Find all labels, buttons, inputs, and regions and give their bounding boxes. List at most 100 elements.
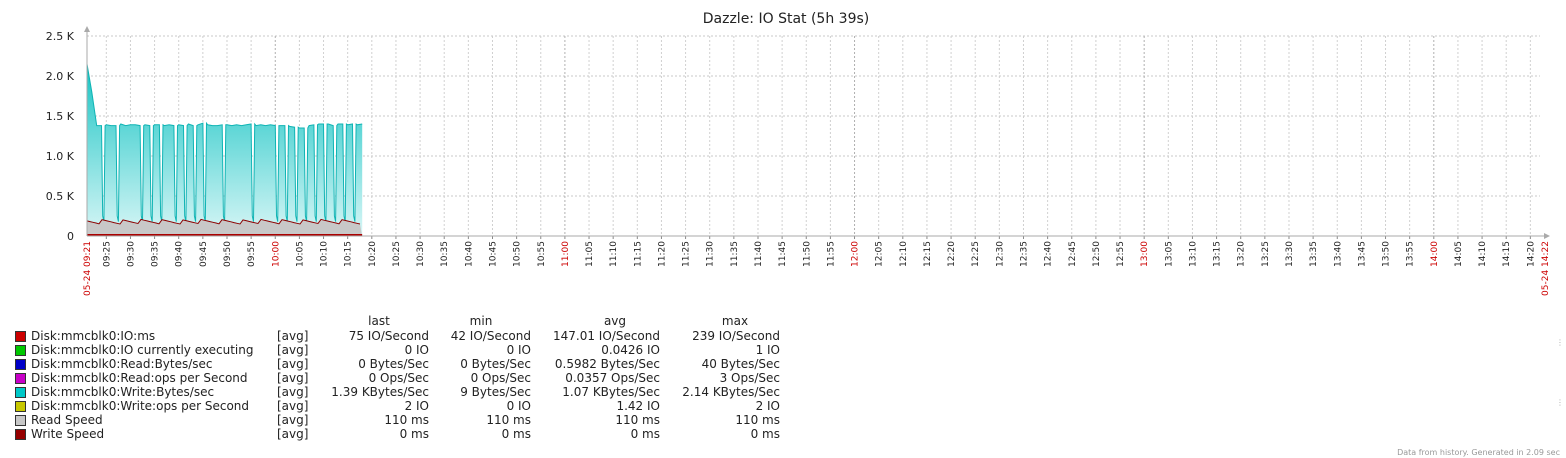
legend-item-avg: 110 ms (615, 413, 660, 427)
x-tick-label: 14:05 (1454, 241, 1464, 267)
x-start-label: 05-24 09:21 (83, 241, 93, 296)
legend-item-last: 1.39 KBytes/Sec (331, 385, 429, 399)
legend-item-avg: 0.0426 IO (601, 343, 660, 357)
x-tick-label: 12:40 (1044, 241, 1054, 267)
x-tick-label: 12:50 (1092, 241, 1102, 267)
x-tick-label: 09:40 (175, 241, 185, 267)
legend-swatch (15, 429, 26, 440)
x-end-label: 05-24 14:22 (1541, 241, 1551, 296)
x-tick-label: 10:55 (537, 241, 547, 267)
legend-item-avg: 1.07 KBytes/Sec (562, 385, 660, 399)
x-tick-label: 09:50 (223, 241, 233, 267)
series-read-speed-area (87, 219, 363, 236)
x-tick-label: 10:25 (392, 241, 402, 267)
x-tick-label: 09:25 (102, 241, 112, 267)
axes (84, 26, 1550, 239)
legend-item-max: 239 IO/Second (692, 329, 780, 343)
series-io-ms-line (86, 218, 361, 225)
x-tick-label: 10:45 (488, 241, 498, 267)
legend-item-max: 3 Ops/Sec (719, 371, 780, 385)
x-tick-label: 13:05 (1164, 241, 1174, 267)
legend-swatch (15, 331, 26, 342)
legend-item-name: Disk:mmcblk0:Write:ops per Second (31, 399, 250, 413)
x-tick-label: 12:00 (851, 241, 861, 267)
legend-item-last: 75 IO/Second (348, 329, 429, 343)
legend-item-func: [avg] (277, 329, 309, 343)
legend-item-min: 0 IO (506, 343, 531, 357)
legend-item-last: 0 IO (404, 343, 429, 357)
x-tick-label: 11:10 (609, 241, 619, 267)
x-tick-label: 13:30 (1285, 241, 1295, 267)
legend-header-max: max (721, 314, 749, 328)
x-tick-label: 12:45 (1068, 241, 1078, 267)
series-write-bytes-area (87, 64, 363, 236)
legend-item-min: 0 Ops/Sec (470, 371, 531, 385)
x-tick-label: 13:50 (1382, 241, 1392, 267)
legend-item-min: 0 IO (506, 399, 531, 413)
legend-swatch (15, 345, 26, 356)
legend-item-last: 0 Ops/Sec (368, 371, 429, 385)
x-tick-label: 10:15 (344, 241, 354, 267)
x-tick-label: 11:05 (585, 241, 595, 267)
x-tick-label: 10:20 (368, 241, 378, 267)
x-tick-label: 12:25 (971, 241, 981, 267)
x-tick-label: 14:10 (1478, 241, 1488, 267)
y-axis-arrow (84, 26, 90, 32)
chart-title: Dazzle: IO Stat (5h 39s) (703, 11, 869, 27)
legend-item-max: 0 ms (750, 427, 780, 441)
x-tick-label: 14:15 (1502, 241, 1512, 267)
legend-header-avg: avg (603, 314, 627, 328)
x-tick-label: 12:30 (995, 241, 1005, 267)
legend-header-min: min (469, 314, 493, 328)
x-tick-label: 13:35 (1309, 241, 1319, 267)
x-tick-label: 11:15 (633, 241, 643, 267)
legend-item-func: [avg] (277, 427, 309, 441)
legend-swatch (15, 373, 26, 384)
legend-item-last: 0 ms (399, 427, 429, 441)
legend-item-avg: 0.0357 Ops/Sec (565, 371, 660, 385)
legend-swatch (15, 387, 26, 398)
legend-item-last: 110 ms (384, 413, 429, 427)
legend-item-max: 2.14 KBytes/Sec (682, 385, 780, 399)
legend-item-max: 2 IO (755, 399, 780, 413)
x-tick-label: 11:40 (754, 241, 764, 267)
legend-item-name: Read Speed (31, 413, 103, 427)
x-tick-label: 11:50 (802, 241, 812, 267)
legend-item-name: Disk:mmcblk0:Read:Bytes/sec (31, 357, 213, 371)
x-tick-label: 12:15 (923, 241, 933, 267)
legend-item-avg: 1.42 IO (616, 399, 660, 413)
x-tick-label: 12:10 (899, 241, 909, 267)
legend-item-name: Write Speed (31, 427, 105, 441)
series-write-bytes-line (86, 63, 363, 222)
x-tick-label: 09:30 (126, 241, 136, 267)
x-tick-label: 09:55 (247, 241, 257, 267)
x-tick-label: 13:00 (1140, 241, 1150, 267)
legend-item-avg: 0 ms (630, 427, 660, 441)
footer-note: Data from history. Generated in 2.09 sec (1397, 448, 1560, 457)
legend-item-max: 110 ms (735, 413, 780, 427)
x-tick-label: 12:35 (1019, 241, 1029, 267)
x-tick-label: 10:00 (271, 241, 281, 267)
legend-item-name: Disk:mmcblk0:Write:Bytes/sec (31, 385, 215, 399)
x-tick-label: 11:35 (730, 241, 740, 267)
x-tick-label: 09:45 (199, 241, 209, 267)
legend-item-name: Disk:mmcblk0:IO:ms (31, 329, 156, 343)
x-tick-label: 12:55 (1116, 241, 1126, 267)
x-tick-label: 10:50 (513, 241, 523, 267)
legend-item-max: 1 IO (755, 343, 780, 357)
legend-item-avg: 147.01 IO/Second (553, 329, 660, 343)
legend-item-func: [avg] (277, 343, 309, 357)
x-tick-label: 13:40 (1333, 241, 1343, 267)
x-tick-label: 09:35 (151, 241, 161, 267)
x-tick-label: 10:05 (295, 241, 305, 267)
x-tick-label: 11:30 (706, 241, 716, 267)
x-tick-label: 10:40 (464, 241, 474, 267)
x-tick-label: 11:20 (657, 241, 667, 267)
legend-item-last: 0 Bytes/Sec (358, 357, 429, 371)
x-tick-label: 13:10 (1188, 241, 1198, 267)
x-tick-label: 11:00 (561, 241, 571, 267)
series-layer (86, 63, 363, 236)
legend-item-avg: 0.5982 Bytes/Sec (554, 357, 660, 371)
x-tick-label: 14:20 (1526, 241, 1536, 267)
legend-item-max: 40 Bytes/Sec (701, 357, 780, 371)
